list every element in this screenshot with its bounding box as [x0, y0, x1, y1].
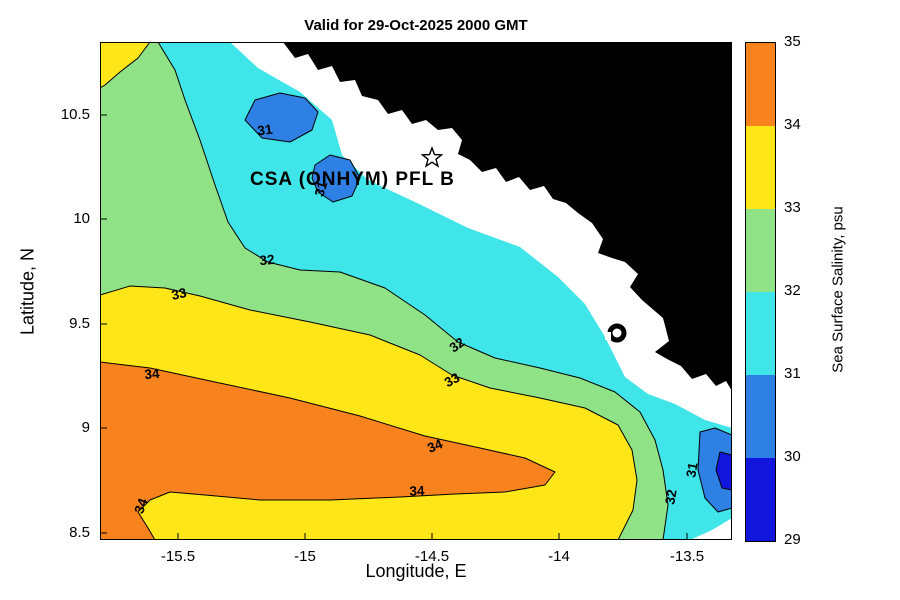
colorbar-band-30-31: [746, 375, 775, 458]
colorbar-band-34-35: [746, 43, 775, 126]
colorbar-tick-label-0: 35: [784, 33, 801, 50]
y-tick-label-3: 9: [81, 419, 90, 436]
x-axis-label: Longitude, E: [365, 561, 467, 581]
x-tick-label-0: -15.5: [160, 548, 196, 565]
contour-label-32-2: 32: [259, 252, 276, 268]
contour-label-33-5: 33: [442, 370, 463, 391]
contour-label-34-7: 34: [425, 436, 445, 456]
ring-island-opening: [605, 332, 611, 340]
y-tick-label-4: 8.5: [69, 524, 90, 541]
salinity-band-30-31: [698, 428, 732, 512]
contour-label-31-0: 31: [257, 121, 274, 138]
contour-line-30: [715, 451, 732, 491]
colorbar-tick-label-3: 32: [784, 282, 801, 299]
contour-label-31-1: 31: [312, 179, 331, 198]
contour-line-31: [311, 154, 361, 203]
contour-line-33: [100, 285, 638, 540]
contour-label-32-4: 32: [447, 335, 468, 356]
x-tick-label-2: -14.5: [414, 548, 450, 565]
contour-label-31-10: 31: [683, 461, 700, 479]
plot-title: Valid for 29-Oct-2025 2000 GMT: [304, 17, 528, 34]
colorbar-tick-label-1: 34: [784, 116, 801, 133]
station-star-marker: [420, 146, 444, 168]
colorbar-label: Sea Surface Salinity, psu: [829, 206, 847, 373]
y-tick-label-2: 9.5: [69, 315, 90, 332]
contour-label-34-6: 34: [144, 366, 161, 382]
y-tick-label-0: 10.5: [60, 106, 90, 123]
colorbar-tick-label-4: 31: [784, 365, 801, 382]
ring-island: [607, 323, 627, 343]
colorbar-band-31-32: [746, 292, 775, 375]
colorbar-tick-label-2: 33: [784, 199, 801, 216]
salinity-band-30-31: [245, 93, 318, 142]
colorbar-tick-label-5: 30: [784, 448, 801, 465]
colorbar-band-29-30: [746, 458, 775, 541]
y-tick-label-1: 10: [73, 210, 90, 227]
colorbar-band-33-34: [746, 126, 775, 209]
x-tick-label-1: -15: [294, 548, 316, 565]
x-tick-label-4: -13.5: [669, 548, 705, 565]
contour-line-34: [100, 361, 556, 540]
contour-label-34-8: 34: [409, 483, 425, 499]
salinity-band-33-34: [100, 42, 150, 88]
plot-border: [100, 42, 732, 540]
station-label: CSA (ONHYM) PFL B: [250, 169, 455, 190]
colorbar: [745, 42, 776, 542]
contour-map-canvas: CSA (ONHYM) PFL B31313233323334343434313…: [100, 42, 732, 540]
contour-line-32: [157, 42, 669, 540]
salinity-band-30-31: [312, 155, 360, 202]
map-plot-area: CSA (ONHYM) PFL B 31 31 32 33 32 33 34 34 34 34 31 3…: [100, 42, 732, 540]
contour-label-34-9: 34: [131, 496, 150, 516]
colorbar-band-32-33: [746, 209, 775, 292]
contour-line-31: [244, 92, 319, 143]
land-mass: [283, 42, 732, 391]
colorbar-tick-label-6: 29: [784, 531, 801, 548]
contour-label-33-3: 33: [170, 285, 188, 303]
x-tick-label-3: -14: [548, 548, 570, 565]
contour-line-31: [697, 427, 732, 513]
contour-label-32-11: 32: [662, 488, 679, 505]
contour-line-33: [100, 42, 151, 89]
